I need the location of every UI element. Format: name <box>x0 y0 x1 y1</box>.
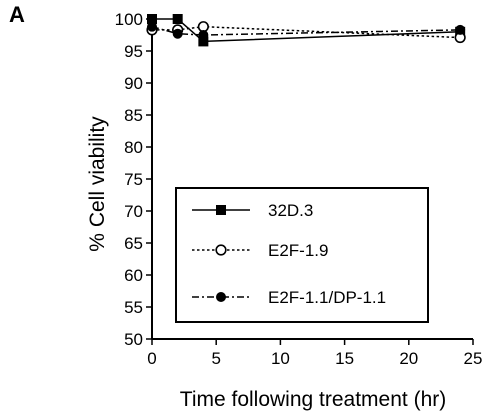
data-point <box>147 21 157 32</box>
series-2 <box>146 21 466 44</box>
data-point <box>455 24 466 35</box>
y-tick-label: 80 <box>124 138 143 157</box>
y-tick-label: 95 <box>124 42 143 61</box>
x-tick-label: 20 <box>399 349 418 368</box>
y-tick-label: 100 <box>115 10 143 29</box>
data-point <box>147 14 157 24</box>
y-tick-label: 65 <box>124 234 143 253</box>
legend-label: 32D.3 <box>268 201 313 220</box>
legend-marker <box>216 205 226 215</box>
y-tick-label: 55 <box>124 298 143 317</box>
x-tick-label: 25 <box>464 349 483 368</box>
x-tick-label: 0 <box>147 349 156 368</box>
data-point <box>172 28 183 39</box>
legend-label: E2F-1.1/DP-1.1 <box>268 288 386 307</box>
legend-marker <box>216 292 226 302</box>
y-tick-label: 60 <box>124 266 143 285</box>
series-line <box>152 18 461 43</box>
y-axis-ticks: 50 55 60 65 70 75 80 85 90 95 100 <box>115 10 152 349</box>
y-tick-label: 70 <box>124 202 143 221</box>
data-point <box>198 36 209 47</box>
y-axis-label: % Cell viability <box>86 116 109 252</box>
series-layer <box>146 14 466 47</box>
x-tick-label: 5 <box>211 349 220 368</box>
y-tick-label: 85 <box>124 106 143 125</box>
x-axis-ticks: 0 5 10 15 20 25 <box>147 339 482 368</box>
legend-marker <box>215 244 227 256</box>
y-tick-label: 75 <box>124 170 143 189</box>
y-tick-label: 50 <box>124 330 143 349</box>
series-3 <box>147 21 466 40</box>
panel-label: A <box>9 2 25 27</box>
data-point <box>198 30 209 40</box>
x-axis-label: Time following treatment (hr) <box>180 388 446 411</box>
x-tick-label: 15 <box>335 349 354 368</box>
series-line <box>151 25 461 36</box>
x-tick-label: 10 <box>271 349 290 368</box>
y-tick-label: 90 <box>124 74 143 93</box>
legend-label: E2F-1.9 <box>268 241 328 260</box>
legend: 32D.3 E2F-1.9 E2F-1.1/DP-1.1 <box>175 187 429 323</box>
data-point <box>172 14 183 24</box>
